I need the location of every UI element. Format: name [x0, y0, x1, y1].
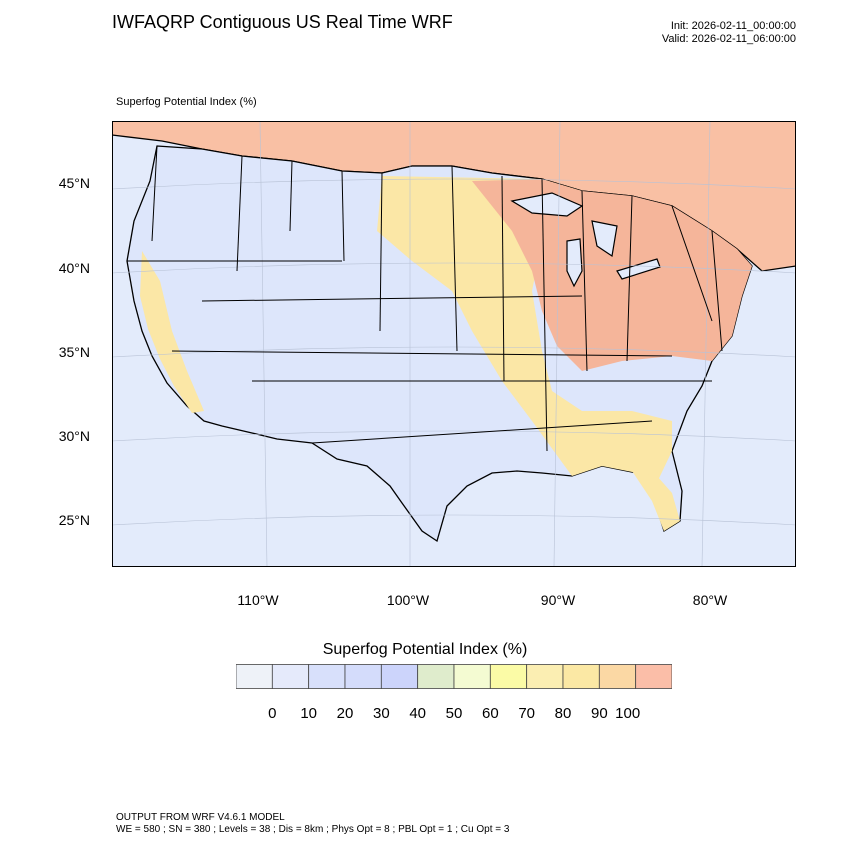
init-time: Init: 2026-02-11_00:00:00 — [670, 20, 796, 32]
state-border-line — [541, 178, 548, 452]
colorbar-segment — [344, 664, 382, 689]
lon-label-80w: 80°W — [692, 592, 728, 608]
colorbar-tick-label: 80 — [554, 705, 572, 722]
meridian-line — [553, 121, 561, 567]
field-label: Superfog Potential Index (%) — [116, 96, 257, 108]
state-border-line — [451, 165, 458, 352]
colorbar-tick-label: 20 — [336, 705, 354, 722]
state-border-line — [289, 160, 293, 232]
colorbar-tick-label: 100 — [615, 705, 641, 722]
state-border-line — [171, 350, 673, 357]
lat-label-30: 30°N — [58, 428, 90, 444]
colorbar-tick-label: 40 — [409, 705, 426, 722]
colorbar-segment — [236, 664, 273, 689]
moderate-index-zone — [377, 176, 672, 493]
colorbar-segment — [562, 664, 600, 689]
meridian-line — [701, 121, 711, 567]
colorbar-tick-label: 0 — [268, 705, 277, 722]
lake-huron — [591, 220, 618, 258]
colorbar-tick-label: 10 — [300, 705, 317, 722]
colorbar-tick-label: 90 — [590, 705, 608, 722]
lake-michigan — [566, 238, 583, 288]
colorbar-segment — [598, 664, 637, 689]
florida-zone — [632, 471, 680, 531]
california-coast-zone — [140, 251, 204, 413]
state-border-line — [236, 155, 243, 272]
forecast-map — [112, 121, 796, 567]
state-border-line — [341, 170, 345, 262]
lake-superior — [510, 192, 584, 217]
lon-label-90w: 90°W — [540, 592, 576, 608]
lat-label-45: 45°N — [58, 175, 90, 191]
lat-label-25: 25°N — [58, 512, 90, 528]
lat-label-35: 35°N — [58, 344, 90, 360]
colorbar-segment — [417, 664, 455, 689]
high-index-zone — [472, 179, 752, 371]
state-border-line — [501, 175, 505, 382]
parallel-line — [112, 262, 796, 274]
parallel-line — [112, 514, 796, 526]
state-border-line — [201, 295, 583, 302]
colorbar — [236, 664, 672, 689]
colorbar-segment — [635, 664, 672, 689]
meridian-line — [259, 121, 268, 567]
colorbar-segment — [453, 664, 491, 689]
state-border-line — [311, 420, 653, 444]
colorbar-tick-label: 50 — [445, 705, 463, 722]
colorbar-segment — [308, 664, 346, 689]
lon-label-100w: 100°W — [386, 592, 430, 608]
lat-label-40: 40°N — [58, 260, 90, 276]
colorbar-tick-label: 70 — [518, 705, 535, 722]
state-border-line — [626, 195, 633, 362]
parallel-line — [112, 346, 796, 358]
model-config: WE = 580 ; SN = 380 ; Levels = 38 ; Dis … — [116, 824, 510, 835]
colorbar-tick-label: 60 — [481, 705, 499, 722]
run-time-info: Init: 2026-02-11_00:00:00 Valid: 2026-02… — [662, 20, 796, 46]
map-title: IWFAQRP Contiguous US Real Time WRF — [112, 12, 453, 32]
state-borders — [127, 145, 723, 452]
lake-erie — [616, 258, 661, 280]
map-frame — [112, 121, 796, 567]
colorbar-segment — [489, 664, 528, 689]
parallel-line — [112, 430, 796, 442]
parallel-line — [112, 178, 796, 190]
model-version: OUTPUT FROM WRF V4.6.1 MODEL — [116, 812, 285, 823]
colorbar-segment — [271, 664, 310, 689]
colorbar-tick-label: 30 — [372, 705, 390, 722]
state-border-line — [379, 172, 383, 332]
lon-label-110w: 110°W — [237, 592, 279, 608]
colorbar-segment — [526, 664, 564, 689]
state-border-line — [581, 190, 588, 372]
state-border-line — [711, 230, 723, 352]
state-border-line — [151, 145, 158, 242]
valid-time: Valid: 2026-02-11_06:00:00 — [661, 33, 796, 45]
colorbar-title: Superfog Potential Index (%) — [322, 641, 528, 658]
colorbar-segment — [380, 664, 419, 689]
model-info: OUTPUT FROM WRF V4.6.1 MODEL WE = 580 ; … — [116, 812, 509, 836]
graticule — [112, 121, 796, 567]
state-border-line — [671, 205, 713, 322]
